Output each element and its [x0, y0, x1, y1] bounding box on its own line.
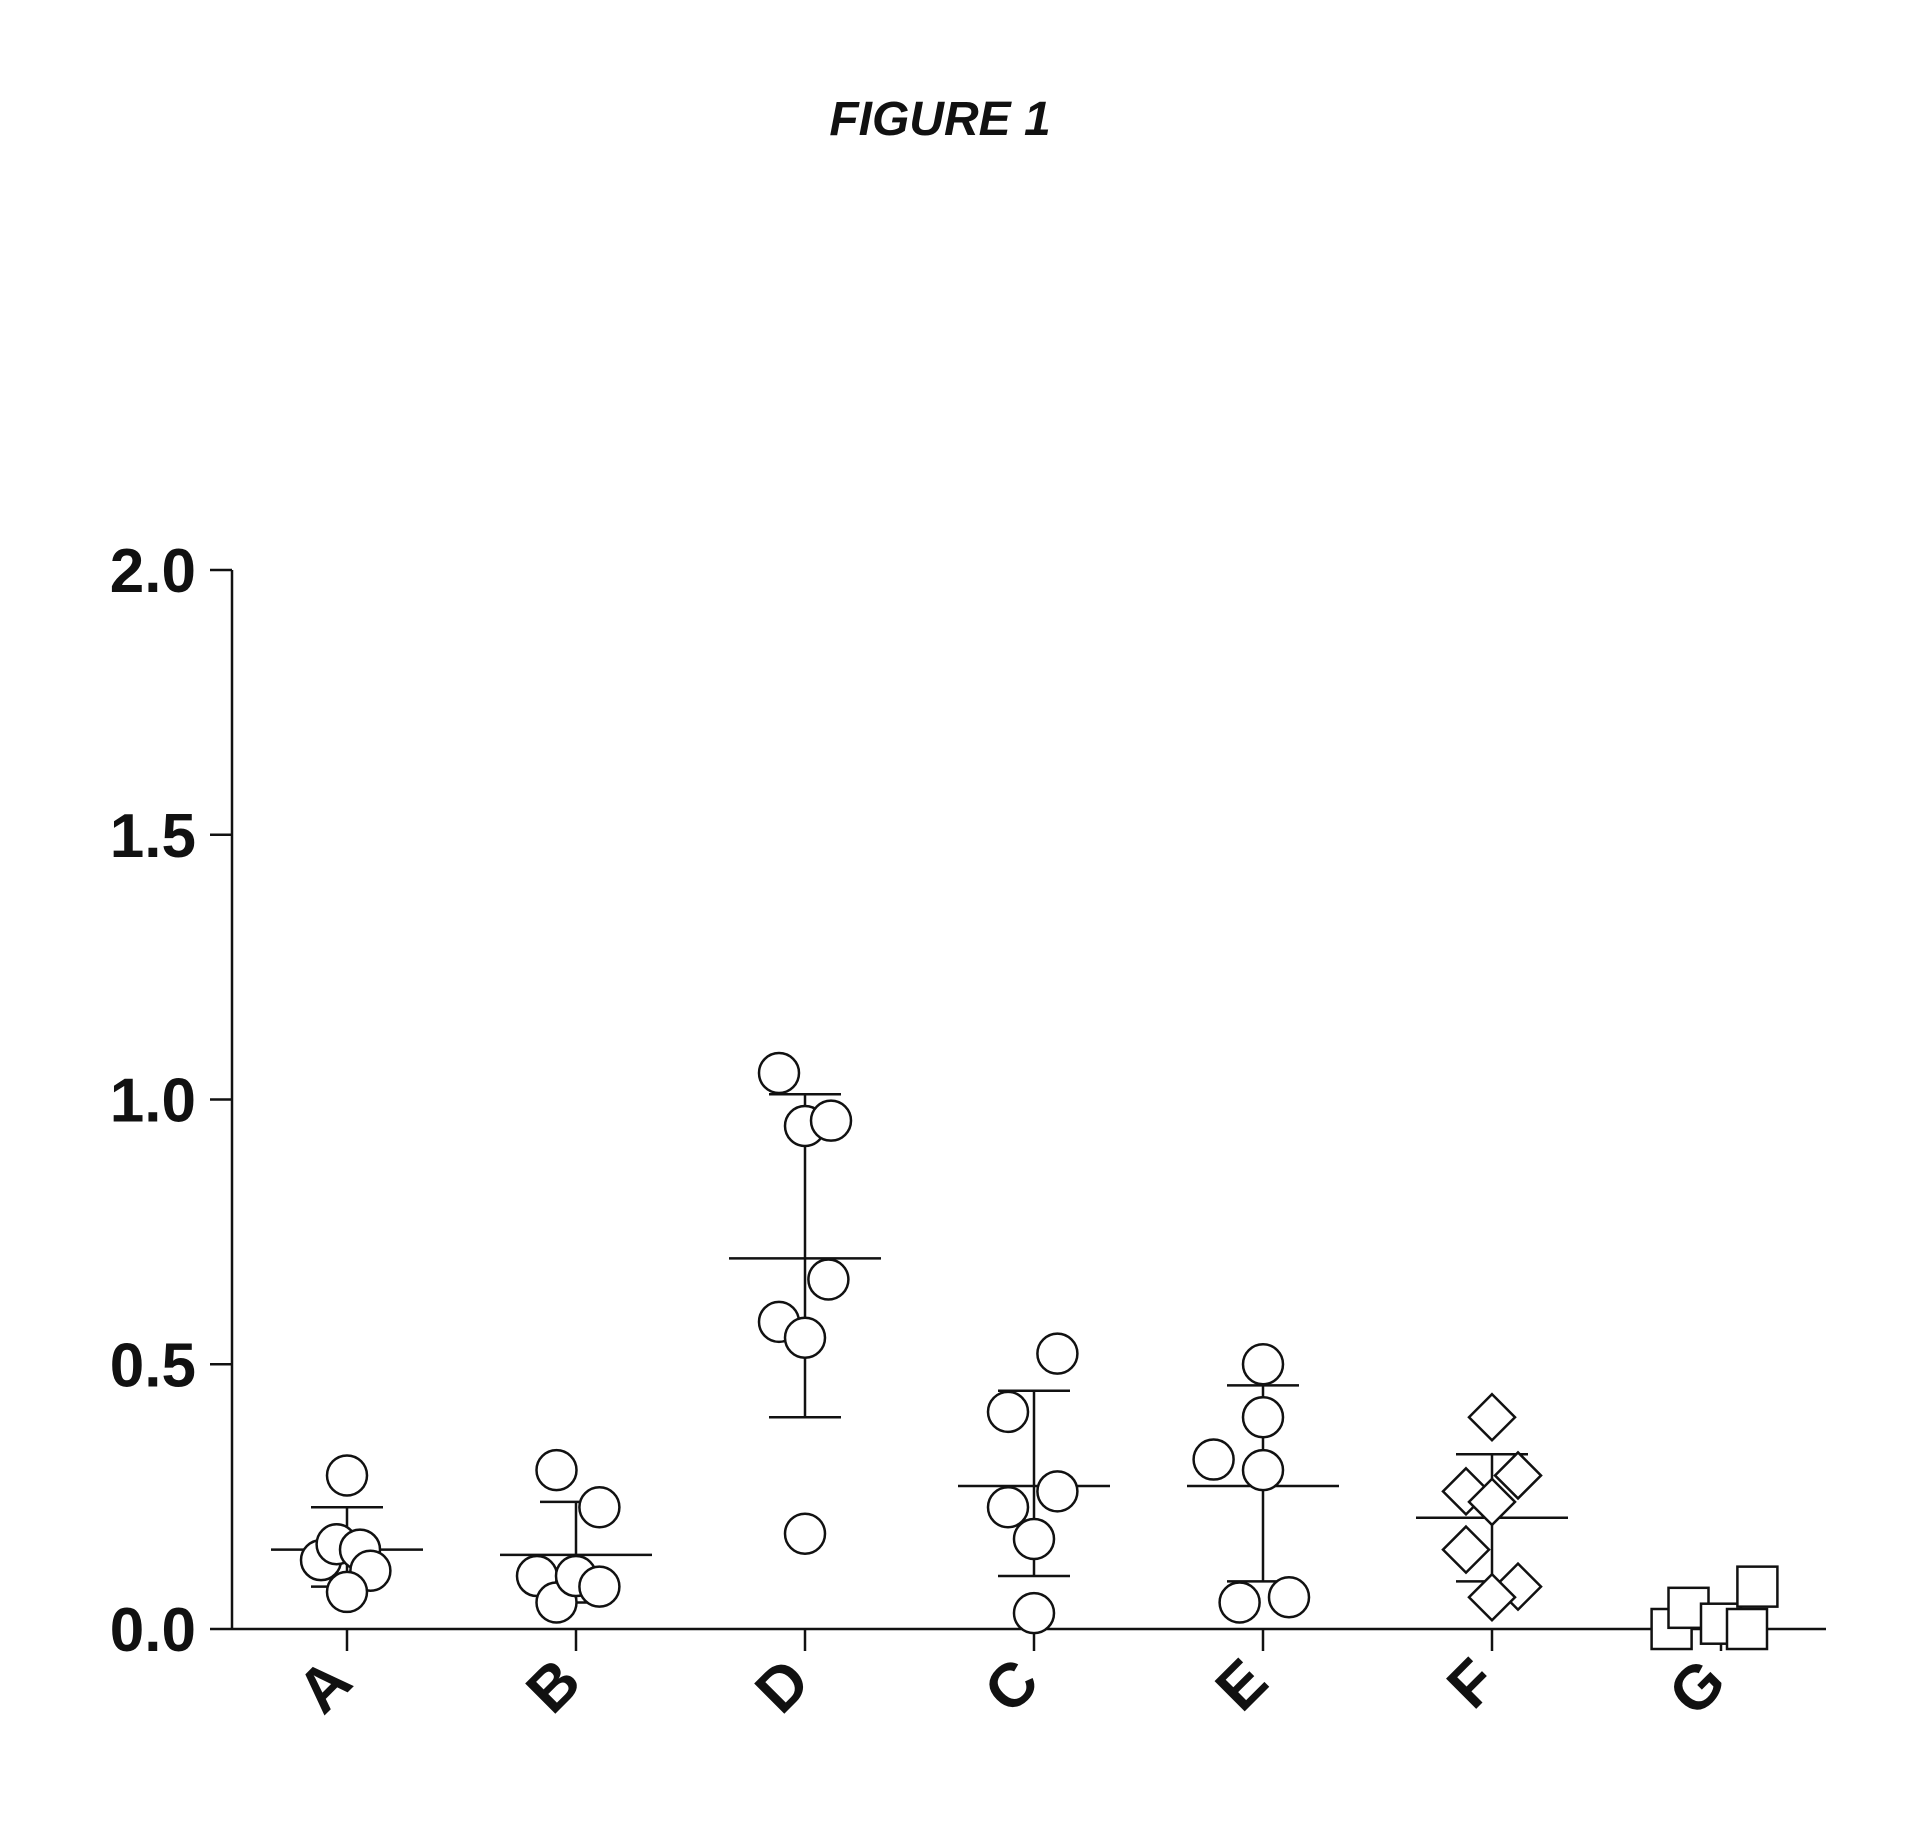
x-tick-label: F: [1434, 1646, 1510, 1722]
point-D: [811, 1101, 851, 1141]
point-B: [579, 1567, 619, 1607]
y-tick-label: 1.5: [110, 802, 196, 871]
point-E: [1243, 1397, 1283, 1437]
y-tick-label: 0.5: [110, 1331, 196, 1400]
point-D: [785, 1318, 825, 1358]
x-tick-label: B: [513, 1646, 593, 1726]
point-F: [1443, 1527, 1489, 1573]
point-C: [988, 1392, 1028, 1432]
point-D: [808, 1260, 848, 1300]
x-tick-label: C: [971, 1646, 1051, 1726]
point-C: [1014, 1519, 1054, 1559]
error-bars: [271, 1094, 1568, 1602]
point-E: [1220, 1583, 1260, 1623]
point-E: [1269, 1577, 1309, 1617]
point-C: [988, 1487, 1028, 1527]
y-tick-label: 1.0: [110, 1067, 196, 1136]
point-B: [579, 1487, 619, 1527]
data-points: [301, 1053, 1777, 1649]
point-D: [785, 1514, 825, 1554]
x-tick-label: D: [742, 1646, 822, 1726]
x-tick-label: A: [284, 1646, 364, 1726]
point-C: [1037, 1471, 1077, 1511]
point-E: [1194, 1440, 1234, 1480]
point-A: [327, 1572, 367, 1612]
point-G: [1727, 1609, 1767, 1649]
point-B: [537, 1450, 577, 1490]
x-tick-label: G: [1656, 1646, 1739, 1729]
point-G: [1737, 1567, 1777, 1607]
point-D: [759, 1053, 799, 1093]
point-E: [1243, 1450, 1283, 1490]
y-tick-label: 2.0: [110, 537, 196, 606]
point-A: [327, 1455, 367, 1495]
y-tick-label: 0.0: [110, 1596, 196, 1665]
point-F: [1469, 1394, 1515, 1440]
point-C: [1037, 1334, 1077, 1374]
point-E: [1243, 1344, 1283, 1384]
point-C: [1014, 1593, 1054, 1633]
x-tick-label: E: [1203, 1646, 1281, 1724]
